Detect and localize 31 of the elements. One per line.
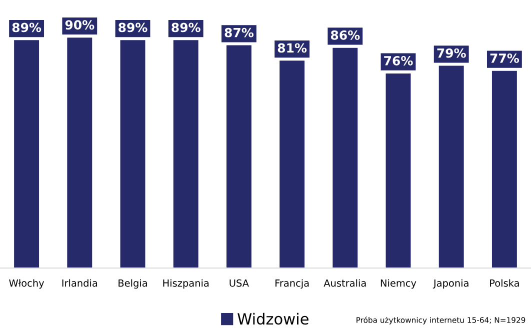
bar xyxy=(492,70,517,268)
data-label: 76% xyxy=(384,56,413,66)
bar xyxy=(67,38,92,268)
x-tick-label: Belgia xyxy=(118,279,147,289)
x-tick-label: Irlandia xyxy=(62,279,98,287)
x-tick-label: Francja xyxy=(276,279,309,289)
bar xyxy=(173,40,198,268)
x-tick-label: Włochy xyxy=(9,279,44,289)
bar xyxy=(438,66,464,268)
x-tick-label: Polska xyxy=(490,279,519,287)
x-tick-label: USA xyxy=(230,279,249,287)
bar xyxy=(280,60,305,268)
data-label: 79% xyxy=(437,48,466,58)
x-tick-label: Japonia xyxy=(432,279,468,289)
bar xyxy=(386,73,411,268)
x-tick-label: Hiszpania xyxy=(163,279,209,289)
data-label: 89% xyxy=(12,22,42,32)
bar xyxy=(226,45,252,268)
x-tick-label: Australia xyxy=(324,279,366,287)
data-label: 87% xyxy=(224,28,254,38)
data-label: 86% xyxy=(330,30,360,40)
data-label: 90% xyxy=(65,20,94,30)
bar xyxy=(120,40,146,268)
bar xyxy=(14,40,40,268)
data-label: 77% xyxy=(490,53,520,63)
legend-label: Widzowie xyxy=(238,312,308,325)
data-label: 89% xyxy=(118,22,148,32)
bar xyxy=(332,48,358,268)
data-label: 89% xyxy=(172,22,200,32)
data-label: 81% xyxy=(278,43,307,53)
x-tick-label: Niemcy xyxy=(380,279,416,289)
